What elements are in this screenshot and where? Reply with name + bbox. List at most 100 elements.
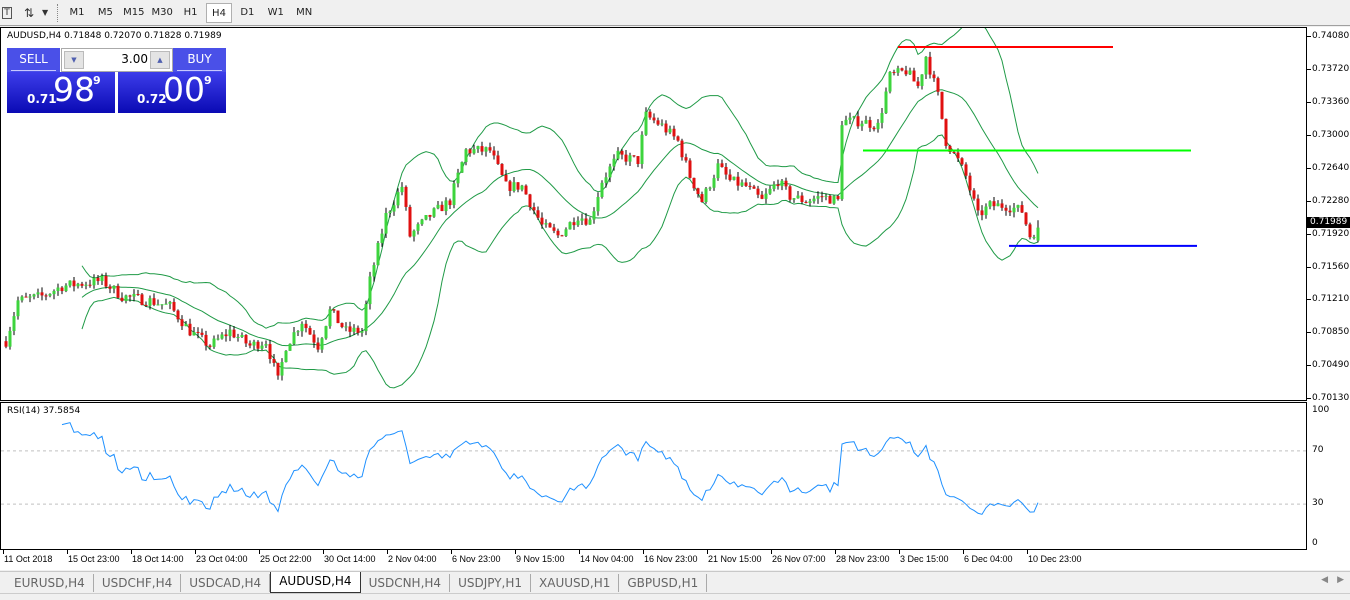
candle xyxy=(644,107,648,136)
candle xyxy=(408,204,412,238)
rsi-line xyxy=(61,422,1039,515)
candle xyxy=(236,333,240,342)
candle xyxy=(36,288,40,298)
tab-usdcad-h4[interactable]: USDCAD,H4 xyxy=(181,574,271,592)
candle xyxy=(520,184,524,192)
price-axis[interactable]: 0.74080 0.73720 0.73360 0.73000 0.72640 0.722… xyxy=(1307,27,1350,550)
lot-decrease-button[interactable]: ▼ xyxy=(64,51,84,69)
toolbar-grip[interactable] xyxy=(57,4,60,22)
candle xyxy=(308,325,312,335)
tab-xauusd-h1[interactable]: XAUUSD,H1 xyxy=(531,574,620,592)
buy-button[interactable]: BUY xyxy=(173,48,226,72)
arrows-icon[interactable]: ⇅ xyxy=(24,6,35,20)
candle xyxy=(764,188,768,204)
candle xyxy=(656,117,660,126)
rsi-indicator-window[interactable]: RSI(14) 37.5854 xyxy=(0,402,1307,550)
rsi-level-label: 30 xyxy=(1312,498,1324,509)
candle xyxy=(248,340,252,349)
candle xyxy=(252,339,256,350)
buy-price[interactable]: 0.72 00 9 xyxy=(118,70,226,113)
candle xyxy=(844,115,848,126)
candle xyxy=(868,116,872,132)
candle xyxy=(616,147,620,161)
tabs-scroll-left-icon[interactable]: ◀ xyxy=(1321,575,1328,585)
timeframe-m1[interactable]: M1 xyxy=(69,7,85,18)
candle xyxy=(512,176,516,193)
candle xyxy=(500,163,504,176)
timeframe-d1[interactable]: D1 xyxy=(240,7,255,18)
main-chart-window[interactable]: AUDUSD,H4 0.71848 0.72070 0.71828 0.7198… xyxy=(0,27,1307,401)
text-icon[interactable]: T xyxy=(2,7,12,19)
tab-usdjpy-h1[interactable]: USDJPY,H1 xyxy=(450,574,532,592)
buy-price-prefix: 0.72 xyxy=(137,92,167,106)
dropdown-icon[interactable]: ▼ xyxy=(42,8,49,17)
time-axis[interactable]: 11 Oct 2018 15 Oct 23:00 18 Oct 14:00 23 Oc… xyxy=(0,550,1350,570)
candle xyxy=(696,187,700,198)
timeframe-h1[interactable]: H1 xyxy=(183,7,198,18)
candle xyxy=(436,200,440,210)
tab-usdchf-h4[interactable]: USDCHF,H4 xyxy=(94,574,182,592)
candle xyxy=(932,70,936,82)
time-label: 3 Dec 15:00 xyxy=(900,554,949,564)
candle xyxy=(244,334,248,348)
one-click-trading-panel: SELL ▼ 3.00 ▲ BUY 0.71 98 9 0.72 00 9 xyxy=(7,48,226,113)
candle xyxy=(448,198,452,209)
candle xyxy=(772,181,776,192)
candle xyxy=(40,287,44,301)
candle xyxy=(628,152,632,166)
candle xyxy=(1016,204,1020,212)
candle xyxy=(184,321,188,327)
sell-price[interactable]: 0.71 98 9 xyxy=(7,70,115,113)
timeframe-h4[interactable]: H4 xyxy=(206,3,232,23)
candle xyxy=(372,262,376,282)
candle xyxy=(112,285,116,294)
tabs-scroll-right-icon[interactable]: ▶ xyxy=(1337,575,1344,585)
candle xyxy=(188,318,192,337)
sell-price-prefix: 0.71 xyxy=(27,92,57,106)
tab-usdcnh-h4[interactable]: USDCNH,H4 xyxy=(361,574,451,592)
candle xyxy=(440,201,444,212)
timeframe-m5[interactable]: M5 xyxy=(97,7,113,18)
price-tick xyxy=(1307,365,1311,366)
candle xyxy=(444,197,448,216)
candle xyxy=(748,182,752,190)
candle xyxy=(808,198,812,207)
rsi-level-label: 100 xyxy=(1312,405,1330,415)
candle xyxy=(328,306,332,329)
candle xyxy=(304,320,308,333)
tab-gbpusd-h1[interactable]: GBPUSD,H1 xyxy=(619,574,708,592)
candle xyxy=(896,65,900,76)
candle xyxy=(752,184,756,189)
timeframe-m15[interactable]: M15 xyxy=(123,7,145,18)
timeframe-w1[interactable]: W1 xyxy=(267,7,284,18)
timeframe-m30[interactable]: M30 xyxy=(151,7,173,18)
candle xyxy=(144,301,148,307)
candle xyxy=(212,335,216,349)
candle xyxy=(404,185,408,211)
candle xyxy=(496,150,500,165)
timeframe-mn[interactable]: MN xyxy=(296,7,313,18)
candle xyxy=(392,200,396,216)
lot-increase-button[interactable]: ▲ xyxy=(150,51,170,69)
lot-size-input[interactable]: ▼ 3.00 ▲ xyxy=(61,48,173,72)
candle xyxy=(992,196,996,211)
candle xyxy=(272,353,276,367)
candle xyxy=(924,56,928,80)
candle xyxy=(464,148,468,166)
candle xyxy=(468,148,472,157)
candle xyxy=(8,326,12,350)
candle xyxy=(152,293,156,307)
time-tick xyxy=(515,550,516,554)
bollinger-lower-band xyxy=(81,134,1039,389)
lot-value[interactable]: 3.00 xyxy=(121,52,148,66)
candle xyxy=(132,289,136,302)
candle xyxy=(856,110,860,129)
price-chart xyxy=(4,28,1197,389)
sell-button[interactable]: SELL xyxy=(7,48,60,72)
tab-eurusd-h4[interactable]: EURUSD,H4 xyxy=(6,574,94,592)
candle xyxy=(232,326,236,339)
candle xyxy=(60,286,64,295)
candle xyxy=(908,67,912,76)
candle xyxy=(864,115,868,124)
tab-audusd-h4[interactable]: AUDUSD,H4 xyxy=(270,572,361,593)
